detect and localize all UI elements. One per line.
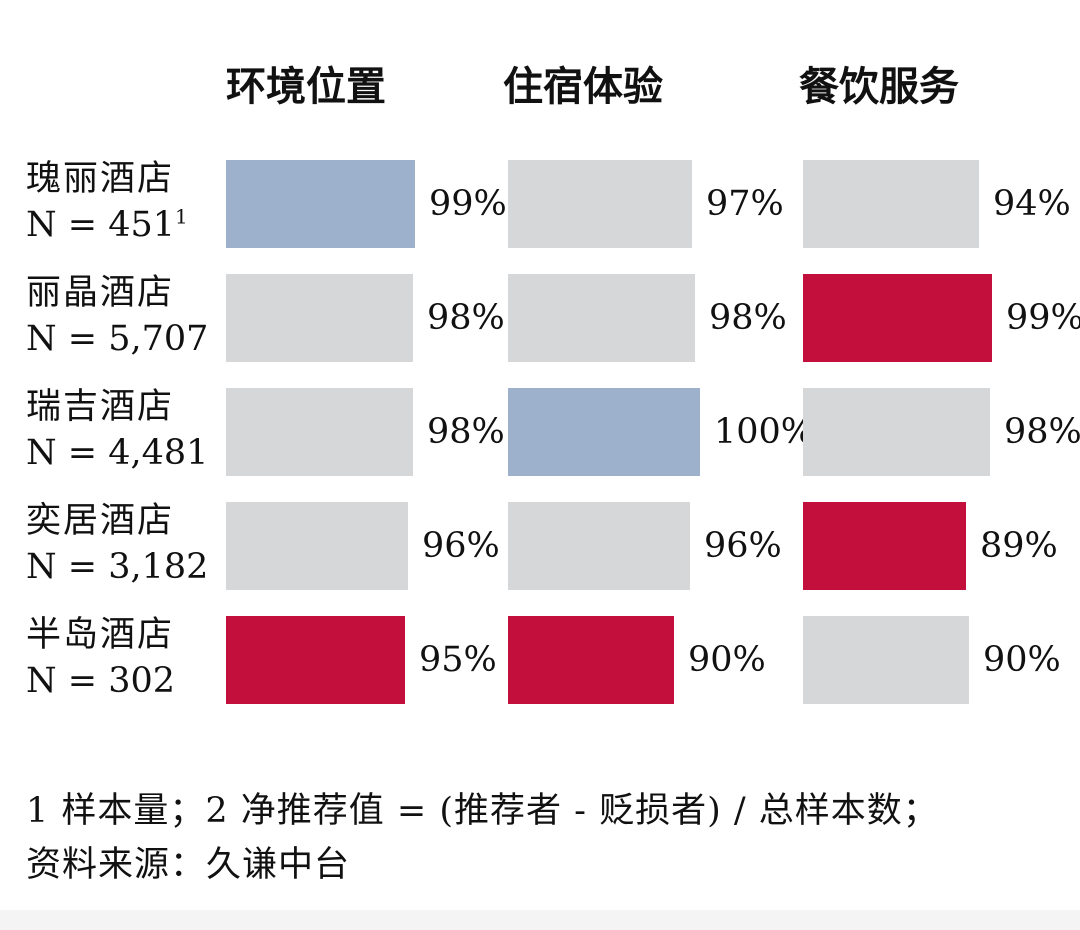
hotel-name: 瑞吉酒店	[26, 387, 175, 427]
row-label: 瑰丽酒店 N = 4511	[26, 156, 216, 248]
bar	[803, 160, 979, 248]
data-label: 100%	[714, 388, 814, 476]
data-label-text: 98%	[709, 298, 787, 338]
sample-size: N = 4511	[26, 202, 216, 248]
data-label-text: 98%	[427, 412, 505, 452]
bottom-strip	[0, 910, 1080, 930]
data-label-text: 98%	[1004, 412, 1080, 452]
data-label-text: 96%	[704, 526, 782, 566]
data-label-text: 90%	[688, 640, 766, 680]
data-label: 98%	[427, 388, 505, 476]
data-label-text: 94%	[993, 184, 1071, 224]
data-label: 90%	[688, 616, 766, 704]
footnote-marker: 1	[175, 204, 188, 229]
data-label-text: 95%	[419, 640, 497, 680]
data-label: 98%	[427, 274, 505, 362]
sample-size: N = 4,481	[26, 430, 216, 476]
data-label-text: 100%	[714, 412, 815, 452]
sample-size-text: N = 5,707	[26, 319, 209, 359]
data-label: 95%	[419, 616, 497, 704]
data-label: 89%	[980, 502, 1058, 590]
footnote: 资料来源：久谦中台	[26, 845, 351, 885]
sample-size: N = 5,707	[26, 316, 216, 362]
sample-size: N = 3,182	[26, 544, 216, 590]
column-header: 住宿体验	[503, 64, 663, 110]
bar	[508, 388, 700, 476]
row-label: 奕居酒店 N = 3,182	[26, 498, 216, 590]
data-label-text: 89%	[980, 526, 1058, 566]
bar	[226, 388, 413, 476]
bar	[226, 616, 405, 704]
data-label: 98%	[709, 274, 787, 362]
data-label: 97%	[706, 160, 784, 248]
data-label-text: 90%	[983, 640, 1061, 680]
data-label-text: 96%	[422, 526, 500, 566]
hotel-name: 瑰丽酒店	[26, 159, 175, 199]
sample-size: N = 302	[26, 658, 216, 704]
hotel-name: 丽晶酒店	[26, 273, 175, 313]
row-label: 丽晶酒店 N = 5,707	[26, 270, 216, 362]
sample-size-text: N = 451	[26, 205, 176, 245]
data-label-text: 99%	[429, 184, 507, 224]
bar	[508, 616, 674, 704]
row-label: 瑞吉酒店 N = 4,481	[26, 384, 216, 476]
data-label-text: 98%	[427, 298, 505, 338]
column-header: 餐饮服务	[799, 64, 959, 110]
data-label: 99%2	[429, 160, 520, 248]
bar	[226, 160, 415, 248]
bar	[803, 388, 990, 476]
row-label: 半岛酒店 N = 302	[26, 612, 216, 704]
bar	[508, 274, 695, 362]
bar	[508, 502, 690, 590]
hotel-name: 奕居酒店	[26, 501, 175, 541]
data-label: 99%	[1006, 274, 1080, 362]
data-label: 96%	[704, 502, 782, 590]
bar	[226, 502, 408, 590]
data-label: 96%	[422, 502, 500, 590]
sample-size-text: N = 3,182	[26, 547, 209, 587]
bar	[508, 160, 692, 248]
bar	[226, 274, 413, 362]
sample-size-text: N = 302	[26, 661, 176, 701]
hotel-name: 半岛酒店	[26, 615, 175, 655]
data-label-text: 99%	[1006, 298, 1080, 338]
column-header: 环境位置	[226, 64, 386, 110]
data-label-text: 97%	[706, 184, 784, 224]
bar	[803, 502, 966, 590]
data-label: 94%	[993, 160, 1071, 248]
bar	[803, 274, 992, 362]
sample-size-text: N = 4,481	[26, 433, 209, 473]
bar	[803, 616, 969, 704]
footnote: 1 样本量；2 净推荐值 = (推荐者 - 贬损者) / 总样本数；	[26, 791, 939, 831]
data-label: 90%	[983, 616, 1061, 704]
data-label: 98%	[1004, 388, 1080, 476]
